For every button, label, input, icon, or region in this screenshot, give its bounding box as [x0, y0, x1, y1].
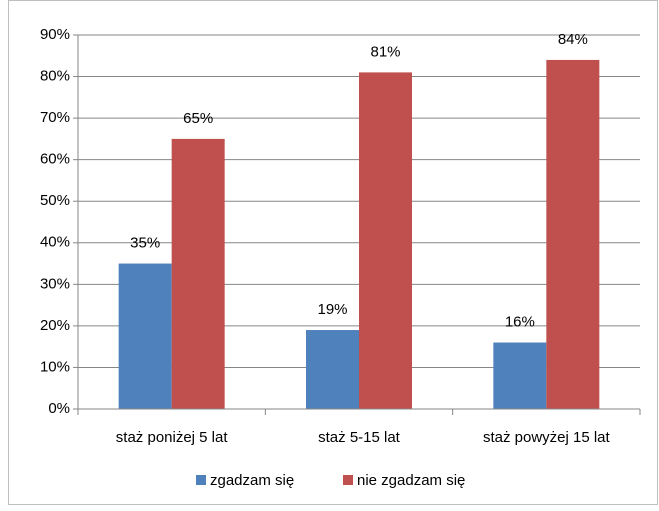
data-label: 65% [183, 110, 213, 127]
data-label: 35% [130, 235, 160, 252]
legend-swatch [343, 475, 353, 485]
y-tick-label: 10% [40, 358, 70, 375]
x-tick-label: staż powyżej 15 lat [483, 429, 611, 446]
data-label: 19% [317, 301, 347, 318]
y-tick-label: 90% [40, 26, 70, 43]
y-tick-label: 0% [48, 400, 70, 417]
y-tick-label: 30% [40, 275, 70, 292]
data-label: 16% [505, 313, 535, 330]
bar [359, 72, 412, 410]
x-tick-label: staż 5-15 lat [318, 429, 401, 446]
bar [118, 263, 172, 409]
y-tick-label: 40% [40, 234, 70, 251]
x-tick-label: staż poniżej 5 lat [116, 429, 229, 446]
legend-label: nie zgadzam się [357, 472, 465, 489]
y-tick-label: 50% [40, 192, 70, 209]
data-label: 81% [370, 43, 400, 60]
y-tick-label: 70% [40, 109, 70, 126]
y-tick-label: 60% [40, 151, 70, 168]
legend-label: zgadzam się [210, 472, 294, 489]
legend-swatch [196, 475, 206, 485]
bar [171, 138, 225, 409]
data-label: 84% [558, 31, 588, 48]
bar [493, 342, 547, 409]
bar [546, 59, 600, 409]
y-tick-label: 80% [40, 68, 70, 85]
bar [306, 330, 359, 409]
y-tick-label: 20% [40, 317, 70, 334]
